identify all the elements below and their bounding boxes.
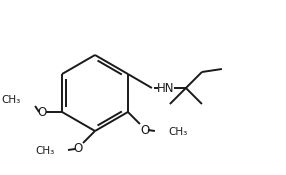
Text: CH₃: CH₃ — [2, 95, 21, 105]
Text: HN: HN — [157, 82, 175, 95]
Text: O: O — [37, 106, 47, 118]
Text: CH₃: CH₃ — [36, 146, 55, 156]
Text: CH₃: CH₃ — [168, 127, 187, 137]
Text: O: O — [74, 142, 83, 156]
Text: O: O — [140, 124, 150, 136]
